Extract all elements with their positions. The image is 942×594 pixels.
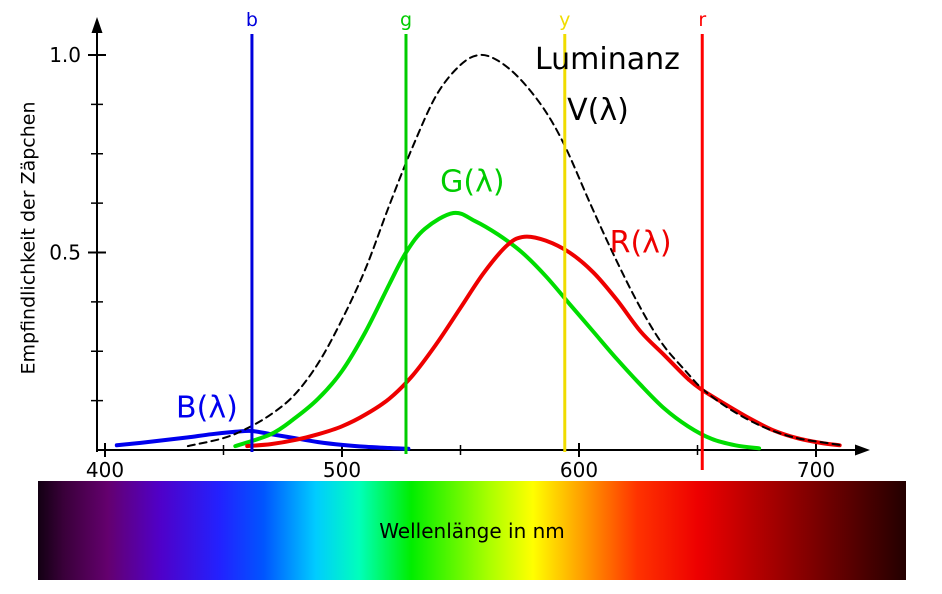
y-tick-label-1-0: 1.0 (49, 43, 81, 67)
curve-r (245, 234, 842, 449)
annotation-v: V(λ) (567, 93, 629, 128)
annotation-r: R(λ) (610, 226, 672, 261)
y-axis-label: Empfindlichkeit der Zäpchen (17, 100, 40, 375)
y-tick-label-0-5: 0.5 (49, 241, 81, 265)
y-axis-label-container: Empfindlichkeit der Zäpchen (12, 25, 44, 450)
primary-line-label-r: r (698, 9, 706, 31)
x-tick-label-400: 400 (86, 458, 124, 480)
primary-line-label-b: b (246, 9, 258, 31)
curve-b (114, 428, 411, 451)
curve-g (233, 210, 762, 451)
y-axis-arrow (91, 17, 103, 33)
primary-line-label-g: g (400, 9, 412, 31)
x-tick-label-500: 500 (323, 458, 361, 480)
x-tick-label-700: 700 (797, 458, 835, 480)
spectrum-bar: Wellenlänge in nm (38, 481, 906, 580)
x-tick-label-600: 600 (560, 458, 598, 480)
primary-line-label-y: y (559, 9, 570, 31)
annotation-g: G(λ) (440, 164, 504, 199)
x-axis-label: Wellenlänge in nm (379, 518, 565, 543)
x-axis-arrow (855, 444, 870, 456)
annotation-b: B(λ) (176, 391, 238, 426)
chart-canvas: 400 500 600 700 1.0 0.5 b g y r Luminanz V(λ) G(λ) R(… (49, 9, 870, 480)
annotation-luminanz: Luminanz (535, 42, 680, 77)
curve-luminanz-v (186, 53, 841, 448)
